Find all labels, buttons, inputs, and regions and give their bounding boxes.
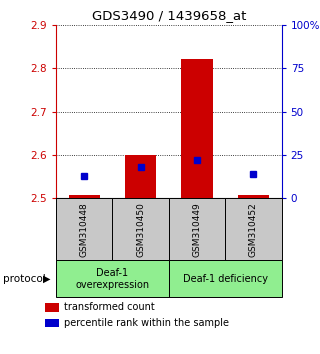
Text: GSM310448: GSM310448 (80, 202, 89, 257)
Bar (238, 195, 269, 198)
Text: percentile rank within the sample: percentile rank within the sample (64, 318, 229, 328)
Text: transformed count: transformed count (64, 302, 155, 312)
Title: GDS3490 / 1439658_at: GDS3490 / 1439658_at (92, 9, 246, 22)
Bar (45, 319, 59, 327)
Text: Deaf-1
overexpression: Deaf-1 overexpression (75, 268, 149, 290)
Bar (45, 303, 59, 312)
Bar (56, 260, 169, 297)
Text: GSM310452: GSM310452 (249, 202, 258, 257)
Bar (169, 260, 282, 297)
Bar (125, 155, 156, 198)
Text: GSM310449: GSM310449 (193, 202, 202, 257)
Bar (225, 198, 282, 260)
Bar (56, 198, 112, 260)
Bar (69, 195, 100, 198)
Bar (181, 59, 212, 198)
Text: GSM310450: GSM310450 (136, 202, 145, 257)
Text: ▶: ▶ (43, 274, 51, 284)
Bar (112, 198, 169, 260)
Text: protocol: protocol (3, 274, 46, 284)
Text: Deaf-1 deficiency: Deaf-1 deficiency (183, 274, 268, 284)
Bar (169, 198, 225, 260)
